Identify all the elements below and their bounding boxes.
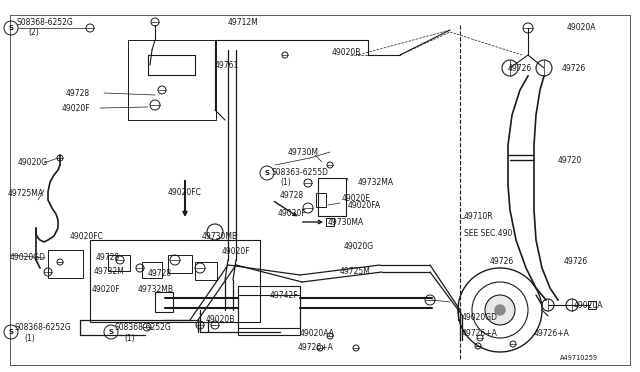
Text: 49726+A: 49726+A [462, 330, 498, 339]
Text: S08368-6252G: S08368-6252G [14, 324, 71, 333]
Text: 49725MA: 49725MA [8, 189, 44, 198]
Text: (2): (2) [28, 28, 39, 36]
Text: SEE SEC.490: SEE SEC.490 [464, 228, 513, 237]
Bar [108, 255, 130, 271]
Bar [90, 240, 260, 322]
Bar [316, 193, 326, 207]
Circle shape [485, 295, 515, 325]
Text: 49020FC: 49020FC [168, 187, 202, 196]
Text: 49020B: 49020B [206, 315, 236, 324]
Text: 49020A: 49020A [567, 22, 596, 32]
Text: 49726+A: 49726+A [534, 330, 570, 339]
Text: 49020F: 49020F [92, 285, 120, 295]
Bar [155, 292, 173, 312]
Text: 49732MA: 49732MA [358, 177, 394, 186]
Text: S: S [109, 329, 113, 335]
Text: S: S [8, 25, 13, 31]
Text: S08363-6255D: S08363-6255D [272, 167, 329, 176]
Text: 49761: 49761 [215, 61, 239, 70]
Bar [238, 286, 300, 328]
Text: 49726: 49726 [508, 64, 532, 73]
Text: 49710R: 49710R [464, 212, 493, 221]
Text: 49730MA: 49730MA [328, 218, 364, 227]
Circle shape [495, 305, 505, 315]
Bar [588, 301, 596, 309]
Text: S: S [264, 170, 269, 176]
Text: 49020GD: 49020GD [10, 253, 46, 263]
Text: (1): (1) [124, 334, 135, 343]
Text: 49020E: 49020E [342, 193, 371, 202]
Text: 49728: 49728 [280, 190, 304, 199]
Text: S08368-6252G: S08368-6252G [16, 17, 73, 26]
Text: A49710259: A49710259 [560, 355, 598, 361]
Bar [195, 262, 217, 280]
Text: 49728: 49728 [148, 269, 172, 278]
Text: 49020A: 49020A [574, 301, 604, 310]
Text: 49726+A: 49726+A [298, 343, 334, 352]
Text: 49726: 49726 [564, 257, 588, 266]
Text: 49720: 49720 [558, 155, 582, 164]
Bar [326, 218, 334, 226]
Text: 49725M: 49725M [340, 267, 371, 276]
Bar [168, 255, 192, 273]
Bar [238, 295, 300, 335]
Text: 49712M: 49712M [228, 17, 259, 26]
Text: 49726: 49726 [562, 64, 586, 73]
Bar [48, 250, 83, 278]
Bar [318, 178, 346, 216]
Text: 49020F: 49020F [62, 103, 91, 112]
Text: 49020FA: 49020FA [348, 201, 381, 209]
Text: S: S [8, 329, 13, 335]
Text: S08368-6252G: S08368-6252G [114, 324, 171, 333]
Bar [128, 40, 216, 120]
Text: (1): (1) [24, 334, 35, 343]
Text: 49732MB: 49732MB [138, 285, 174, 295]
Text: 49732M: 49732M [94, 267, 125, 276]
Bar [142, 262, 162, 278]
Text: 49020GD: 49020GD [462, 314, 498, 323]
Text: 49726: 49726 [490, 257, 515, 266]
Text: 49730MB: 49730MB [202, 231, 238, 241]
Text: 49728: 49728 [96, 253, 120, 262]
Text: 49020AA: 49020AA [300, 330, 335, 339]
Text: 49020G: 49020G [344, 241, 374, 250]
Text: 49020B: 49020B [332, 48, 362, 57]
Text: 49742F: 49742F [270, 291, 299, 299]
Text: (1): (1) [280, 177, 291, 186]
Text: 49730M: 49730M [288, 148, 319, 157]
Text: 49020F: 49020F [222, 247, 251, 256]
Text: 49020F: 49020F [278, 208, 307, 218]
Text: 49728: 49728 [66, 89, 90, 97]
Text: 49020G: 49020G [18, 157, 48, 167]
Text: 49020FC: 49020FC [70, 231, 104, 241]
